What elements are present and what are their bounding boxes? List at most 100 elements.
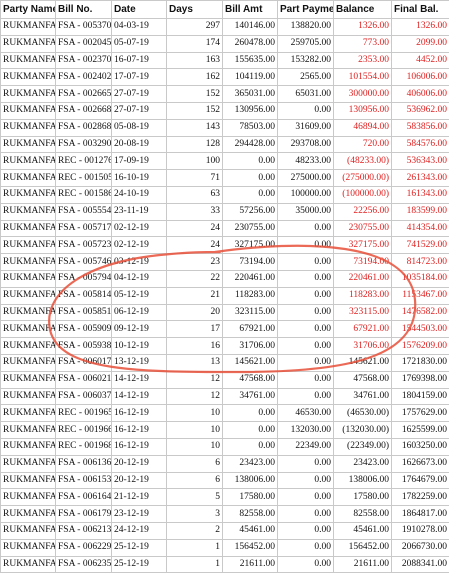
- cell-date[interactable]: 09-12-19: [112, 321, 167, 338]
- cell-bill-amt[interactable]: 34761.00: [223, 388, 278, 405]
- cell-balance[interactable]: 17580.00: [334, 489, 392, 506]
- cell-days[interactable]: 24: [167, 220, 223, 237]
- cell-date[interactable]: 20-08-19: [112, 136, 167, 153]
- cell-bill-amt[interactable]: 155635.00: [223, 52, 278, 69]
- cell-part-payment[interactable]: 100000.00: [278, 186, 334, 203]
- cell-date[interactable]: 24-10-19: [112, 186, 167, 203]
- cell-balance[interactable]: 34761.00: [334, 388, 392, 405]
- cell-part-payment[interactable]: 0.00: [278, 287, 334, 304]
- cell-bill-amt[interactable]: 156452.00: [223, 539, 278, 556]
- cell-bill-amt[interactable]: 323115.00: [223, 304, 278, 321]
- cell-party-name[interactable]: RUKMANFA: [1, 69, 56, 86]
- cell-part-payment[interactable]: 0.00: [278, 489, 334, 506]
- cell-party-name[interactable]: RUKMANFA: [1, 102, 56, 119]
- cell-date[interactable]: 17-09-19: [112, 153, 167, 170]
- cell-bill-no[interactable]: REC - 001586: [56, 186, 112, 203]
- cell-bill-amt[interactable]: 78503.00: [223, 119, 278, 136]
- cell-final-bal[interactable]: 1757629.00: [392, 405, 449, 422]
- cell-final-bal[interactable]: 1626673.00: [392, 455, 449, 472]
- cell-date[interactable]: 14-12-19: [112, 388, 167, 405]
- cell-final-bal[interactable]: 2066730.00: [392, 539, 449, 556]
- cell-party-name[interactable]: RUKMANFA: [1, 455, 56, 472]
- cell-days[interactable]: 12: [167, 388, 223, 405]
- cell-final-bal[interactable]: 261343.00: [392, 170, 449, 187]
- cell-balance[interactable]: 1326.00: [334, 19, 392, 36]
- cell-bill-amt[interactable]: 145621.00: [223, 354, 278, 371]
- cell-party-name[interactable]: RUKMANFA: [1, 270, 56, 287]
- cell-final-bal[interactable]: 2088341.00: [392, 556, 449, 573]
- cell-party-name[interactable]: RUKMANFA: [1, 52, 56, 69]
- cell-bill-amt[interactable]: 260478.00: [223, 35, 278, 52]
- cell-party-name[interactable]: RUKMANFA: [1, 287, 56, 304]
- cell-balance[interactable]: 230755.00: [334, 220, 392, 237]
- cell-bill-no[interactable]: FSA - 005814: [56, 287, 112, 304]
- cell-days[interactable]: 24: [167, 237, 223, 254]
- cell-days[interactable]: 22: [167, 270, 223, 287]
- cell-days[interactable]: 163: [167, 52, 223, 69]
- cell-part-payment[interactable]: 0.00: [278, 506, 334, 523]
- cell-part-payment[interactable]: 275000.00: [278, 170, 334, 187]
- cell-balance[interactable]: 45461.00: [334, 522, 392, 539]
- cell-part-payment[interactable]: 65031.00: [278, 86, 334, 103]
- cell-bill-amt[interactable]: 0.00: [223, 438, 278, 455]
- cell-final-bal[interactable]: 814723.00: [392, 254, 449, 271]
- cell-balance[interactable]: 23423.00: [334, 455, 392, 472]
- cell-bill-amt[interactable]: 47568.00: [223, 371, 278, 388]
- cell-party-name[interactable]: RUKMANFA: [1, 522, 56, 539]
- cell-days[interactable]: 71: [167, 170, 223, 187]
- cell-balance[interactable]: 773.00: [334, 35, 392, 52]
- cell-date[interactable]: 06-12-19: [112, 304, 167, 321]
- cell-date[interactable]: 03-12-19: [112, 254, 167, 271]
- cell-final-bal[interactable]: 161343.00: [392, 186, 449, 203]
- cell-bill-no[interactable]: FSA - 005554: [56, 203, 112, 220]
- cell-bill-no[interactable]: REC - 001276: [56, 153, 112, 170]
- cell-bill-amt[interactable]: 0.00: [223, 153, 278, 170]
- col-header-balance[interactable]: Balance: [334, 1, 392, 19]
- col-header-days[interactable]: Days: [167, 1, 223, 19]
- cell-part-payment[interactable]: 293708.00: [278, 136, 334, 153]
- cell-date[interactable]: 25-12-19: [112, 539, 167, 556]
- cell-bill-no[interactable]: FSA - 002665: [56, 86, 112, 103]
- cell-party-name[interactable]: RUKMANFA: [1, 556, 56, 573]
- cell-party-name[interactable]: RUKMANFA: [1, 254, 56, 271]
- cell-date[interactable]: 17-07-19: [112, 69, 167, 86]
- cell-days[interactable]: 20: [167, 304, 223, 321]
- cell-balance[interactable]: 118283.00: [334, 287, 392, 304]
- cell-final-bal[interactable]: 1804159.00: [392, 388, 449, 405]
- cell-bill-no[interactable]: FSA - 006153: [56, 472, 112, 489]
- cell-days[interactable]: 10: [167, 438, 223, 455]
- cell-balance[interactable]: 138006.00: [334, 472, 392, 489]
- cell-days[interactable]: 1: [167, 556, 223, 573]
- cell-party-name[interactable]: RUKMANFA: [1, 86, 56, 103]
- cell-date[interactable]: 14-12-19: [112, 371, 167, 388]
- cell-bill-amt[interactable]: 17580.00: [223, 489, 278, 506]
- cell-final-bal[interactable]: 183599.00: [392, 203, 449, 220]
- cell-days[interactable]: 152: [167, 102, 223, 119]
- cell-bill-amt[interactable]: 73194.00: [223, 254, 278, 271]
- cell-final-bal[interactable]: 1476582.00: [392, 304, 449, 321]
- cell-party-name[interactable]: RUKMANFA: [1, 354, 56, 371]
- cell-bill-no[interactable]: REC - 001966: [56, 422, 112, 439]
- cell-days[interactable]: 152: [167, 86, 223, 103]
- cell-bill-no[interactable]: REC - 001968: [56, 438, 112, 455]
- cell-days[interactable]: 12: [167, 371, 223, 388]
- cell-balance[interactable]: 31706.00: [334, 338, 392, 355]
- cell-balance[interactable]: (100000.00): [334, 186, 392, 203]
- cell-final-bal[interactable]: 1769398.00: [392, 371, 449, 388]
- cell-bill-amt[interactable]: 57256.00: [223, 203, 278, 220]
- cell-part-payment[interactable]: 0.00: [278, 237, 334, 254]
- col-header-party-name[interactable]: Party Name: [1, 1, 56, 19]
- cell-days[interactable]: 10: [167, 405, 223, 422]
- cell-balance[interactable]: 300000.00: [334, 86, 392, 103]
- cell-bill-no[interactable]: FSA - 005723: [56, 237, 112, 254]
- cell-days[interactable]: 1: [167, 539, 223, 556]
- cell-date[interactable]: 20-12-19: [112, 472, 167, 489]
- cell-bill-amt[interactable]: 230755.00: [223, 220, 278, 237]
- cell-party-name[interactable]: RUKMANFA: [1, 472, 56, 489]
- cell-bill-no[interactable]: FSA - 006179: [56, 506, 112, 523]
- cell-days[interactable]: 33: [167, 203, 223, 220]
- cell-bill-no[interactable]: FSA - 005746: [56, 254, 112, 271]
- cell-bill-no[interactable]: FSA - 002868: [56, 119, 112, 136]
- cell-bill-amt[interactable]: 138006.00: [223, 472, 278, 489]
- cell-party-name[interactable]: RUKMANFA: [1, 170, 56, 187]
